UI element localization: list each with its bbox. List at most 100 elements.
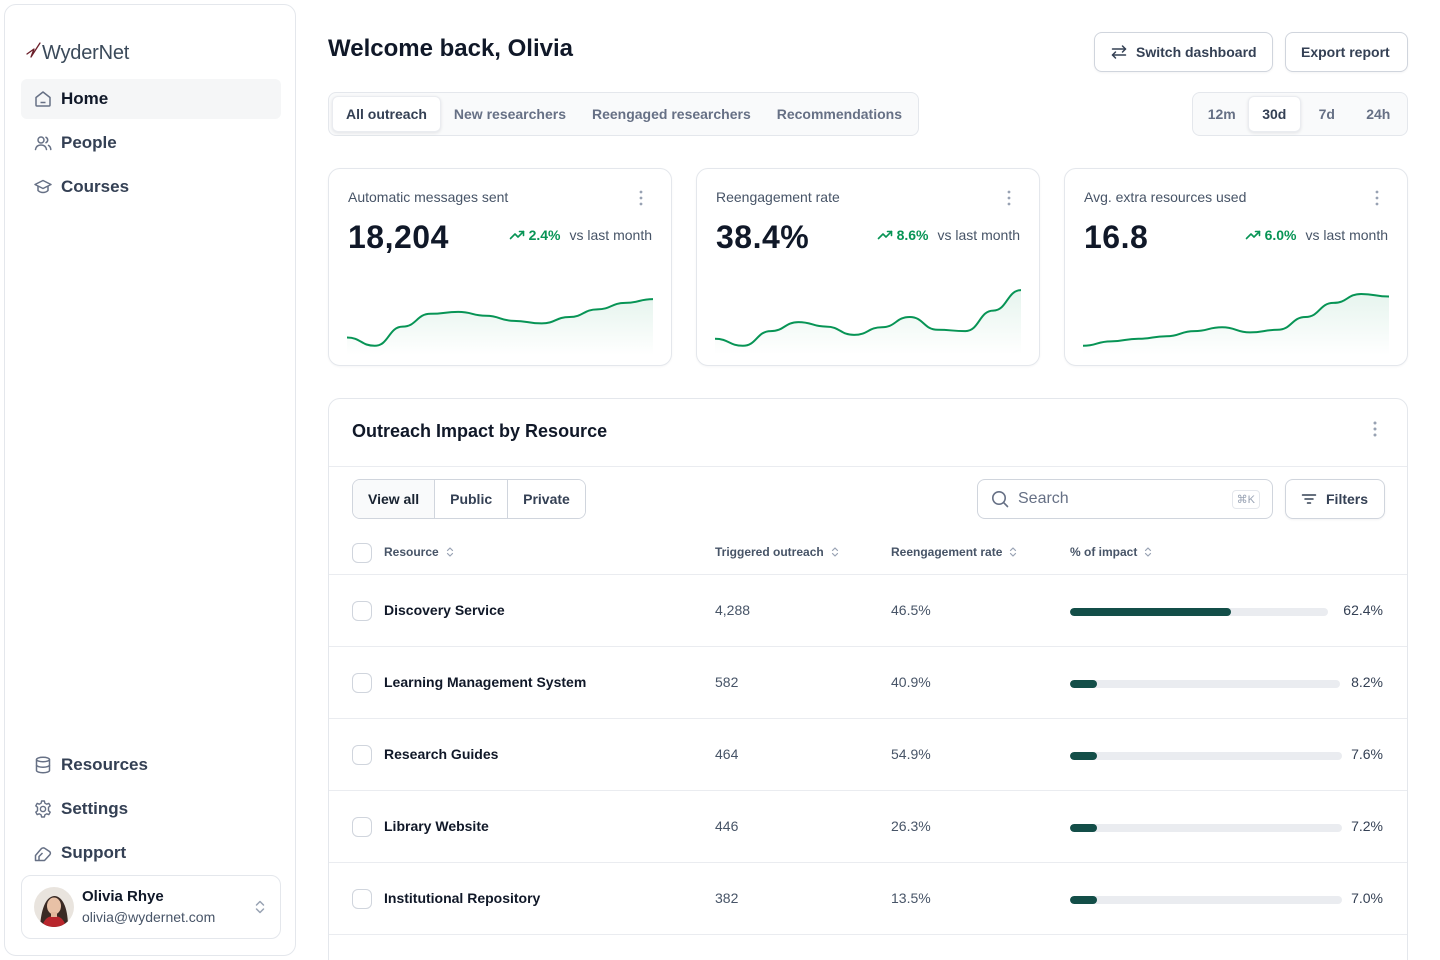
time-range-selector: 12m 30d 7d 24h [1192,92,1408,136]
user-email: olivia@wydernet.com [82,909,216,925]
metric-trend: 2.4% vs last month [509,227,652,243]
row-checkbox[interactable] [352,745,372,765]
column-header-resource[interactable]: Resource [384,545,455,559]
tab-recommendations[interactable]: Recommendations [776,106,902,122]
more-vertical-icon[interactable] [1367,419,1383,439]
table-row[interactable]: Research Guides 464 54.9% 7.6% [329,719,1407,791]
triggered-outreach: 4,288 [715,602,751,618]
sidebar-item-resources[interactable]: Resources [21,745,281,785]
segment-private[interactable]: Private [508,480,585,518]
tab-reengaged-researchers[interactable]: Reengaged researchers [591,106,751,122]
filter-lines-icon [1301,494,1317,504]
sidebar: WyderNet Home People Courses Resour [4,4,296,956]
sidebar-item-people[interactable]: People [21,123,281,163]
logo-mark-icon [26,42,41,58]
export-report-label: Export report [1301,44,1390,60]
switch-dashboard-label: Switch dashboard [1136,44,1257,60]
outreach-tabs: All outreach New researchers Reengaged r… [328,92,919,136]
sort-icon [1145,547,1152,557]
user-name: Olivia Rhye [82,888,164,905]
select-all-checkbox[interactable] [352,543,372,563]
table-row[interactable]: Institutional Repository 382 13.5% 7.0% [329,863,1407,935]
segment-view-all[interactable]: View all [353,480,436,518]
sidebar-item-support[interactable]: Support [21,833,281,873]
column-header-impact[interactable]: % of impact [1070,545,1153,559]
tab-all-outreach[interactable]: All outreach [332,96,441,132]
range-7d[interactable]: 7d [1318,106,1335,122]
resource-name: Research Guides [384,746,499,762]
metric-value: 18,204 [348,219,449,255]
panel-title: Outreach Impact by Resource [352,421,608,441]
users-icon [33,133,53,153]
tab-new-researchers[interactable]: New researchers [453,106,566,122]
metric-title: Avg. extra resources used [1084,189,1247,205]
range-24h[interactable]: 24h [1366,106,1391,122]
home-icon [33,89,53,109]
account-details: Olivia Rhye olivia@wydernet.com [82,887,252,927]
row-checkbox[interactable] [352,889,372,909]
table-row[interactable]: Learning Management System 582 40.9% 8.2… [329,647,1407,719]
metric-title: Automatic messages sent [348,189,509,205]
account-card[interactable]: Olivia Rhye olivia@wydernet.com [21,875,281,939]
sidebar-item-settings[interactable]: Settings [21,789,281,829]
brand-logo[interactable]: WyderNet [25,25,129,65]
sidebar-item-home[interactable]: Home [21,79,281,119]
divider [329,466,1407,467]
impact-bar [1070,896,1342,904]
sidebar-item-label: Home [61,89,109,108]
metric-change-label: vs last month [569,227,652,243]
impact-percent: 62.4% [1343,602,1383,618]
support-icon [33,843,53,863]
gear-icon [33,799,53,819]
switch-arrows-icon [1111,45,1127,59]
page-title: Welcome back, Olivia [328,35,574,62]
sidebar-item-label: People [61,133,117,152]
column-header-outreach[interactable]: Triggered outreach [715,545,840,559]
filters-button[interactable]: Filters [1285,479,1385,519]
resource-name: Learning Management System [384,674,587,690]
metric-card-reengagement: Reengagement rate 38.4% 8.6% vs last mon… [696,168,1040,366]
column-header-rate[interactable]: Reengagement rate [891,545,1018,559]
metric-card-messages: Automatic messages sent 18,204 2.4% vs l… [328,168,672,366]
reengagement-rate: 40.9% [891,674,931,690]
sparkline-line [715,289,1021,347]
column-header-label: Triggered outreach [715,545,824,559]
impact-bar-fill [1070,680,1097,688]
impact-bar-fill [1070,824,1098,832]
database-icon [33,755,53,775]
impact-bar-fill [1070,752,1098,760]
range-30d[interactable]: 30d [1247,96,1301,132]
range-12m[interactable]: 12m [1207,106,1236,122]
sidebar-item-courses[interactable]: Courses [21,167,281,207]
row-checkbox[interactable] [352,673,372,693]
sparkline-reengagement [715,289,1021,355]
shortcut-hint: ⌘K [1231,489,1260,509]
triggered-outreach: 382 [715,890,739,906]
impact-percent: 7.6% [1351,746,1383,762]
sparkline-line [347,298,653,347]
search-box: ⌘K [977,479,1273,519]
sidebar-item-label: Resources [61,755,148,774]
sort-icon [446,547,453,557]
metric-change: 6.0% [1264,227,1297,243]
impact-bar [1070,680,1340,688]
row-checkbox[interactable] [352,601,372,621]
table-row[interactable]: Library Website 446 26.3% 7.2% [329,791,1407,863]
search-input[interactable] [1018,490,1232,508]
chevron-selector-icon[interactable] [252,897,268,917]
table-row[interactable]: Discovery Service 4,288 46.5% 62.4% [329,575,1407,647]
reengagement-rate: 13.5% [891,890,931,906]
graduation-cap-icon [33,177,53,197]
outreach-impact-panel: Outreach Impact by Resource View all Pub… [328,398,1408,960]
more-vertical-icon[interactable] [1369,189,1385,207]
more-vertical-icon[interactable] [1001,189,1017,207]
triggered-outreach: 582 [715,674,739,690]
sparkline-line [1083,292,1389,347]
more-vertical-icon[interactable] [633,189,649,207]
row-checkbox[interactable] [352,817,372,837]
switch-dashboard-button[interactable]: Switch dashboard [1094,32,1273,72]
resource-name: Discovery Service [384,602,505,618]
segment-public[interactable]: Public [435,480,509,518]
visibility-filter: View all Public Private [352,479,586,519]
export-report-button[interactable]: Export report [1285,32,1408,72]
